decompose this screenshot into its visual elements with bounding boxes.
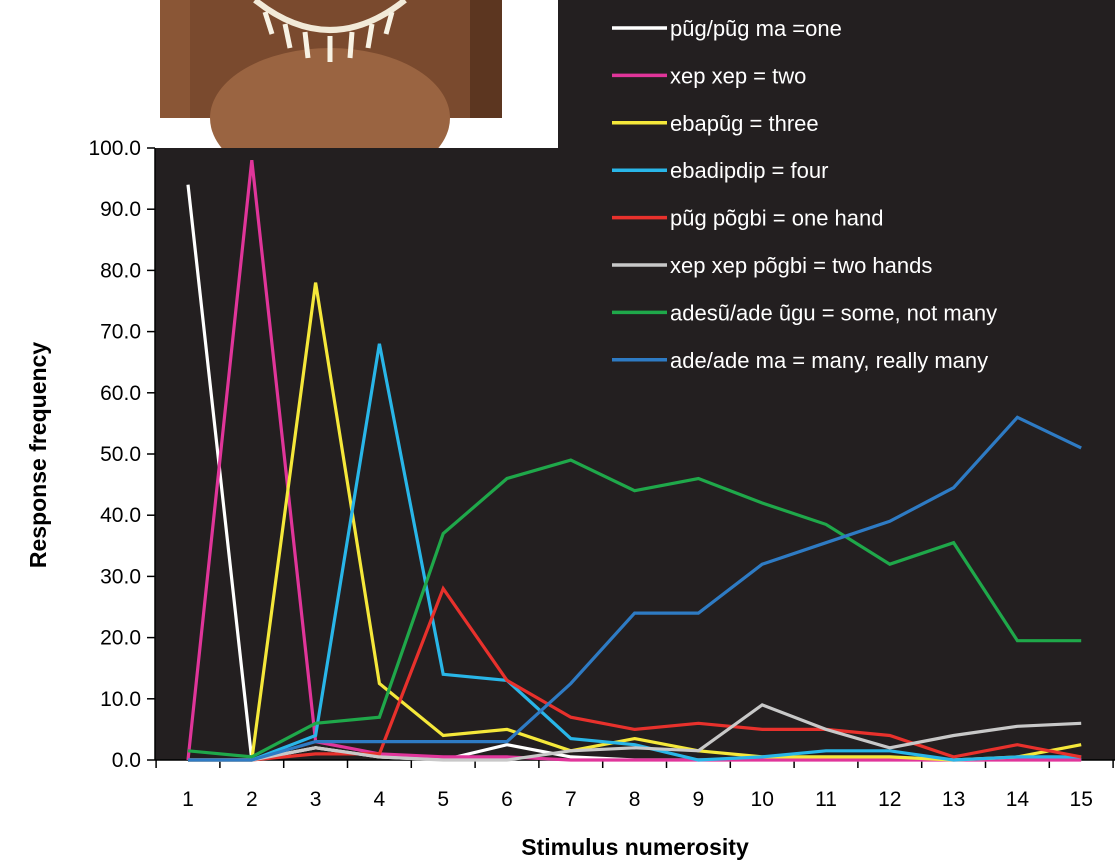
series-line-8 [188,415,1082,762]
x-tick-label: 12 [878,788,901,811]
x-tick-label: 13 [942,788,965,811]
legend: pũg/pũg ma =one xep xep = two ebapũg = thr… [558,0,1115,386]
x-tick-label: 1 [182,788,194,811]
x-tick-label: 2 [246,788,258,811]
x-tick-label: 11 [815,788,837,811]
legend-label: ebapũg = three [670,111,819,136]
series-lines [186,160,1082,762]
y-tick-label: 20.0 [100,627,141,650]
x-tick-label: 4 [374,788,386,811]
series-line-7 [187,458,1082,759]
series-line-6 [188,703,1082,762]
legend-label: adesũ/ade ũgu = some, not many [670,300,997,325]
necklace-icon [253,0,407,33]
y-tick-label: 10.0 [100,688,141,711]
legend-box [558,0,1115,386]
legend-label: xep xep põgbi = two hands [670,253,932,278]
legend-label: ebadipdip = four [670,158,828,183]
y-axis-title: Response frequency [25,342,51,568]
y-tick-label: 50.0 [100,443,141,466]
legend-label: pũg/pũg ma =one [670,16,842,41]
y-tick-label: 30.0 [100,565,141,588]
x-tick-label: 8 [629,788,641,811]
y-tick-label: 80.0 [100,259,141,282]
x-tick-label: 9 [693,788,705,811]
x-tick-label: 10 [751,788,774,811]
legend-label: pũg põgbi = one hand [670,206,883,231]
y-tick-label: 0.0 [112,749,141,772]
x-tick-label: 3 [310,788,322,811]
y-axis-ticks: 0.0 10.0 20.0 30.0 40.0 50.0 60.0 70.0 80.0 90.0 1… [88,137,155,772]
series-line-3 [188,282,1082,762]
series-line-5 [188,585,1082,762]
legend-label: xep xep = two [670,63,806,88]
x-tick-label: 15 [1070,788,1093,811]
y-tick-label: 60.0 [100,382,141,405]
x-tick-label: 14 [1006,788,1030,811]
y-tick-label: 90.0 [100,198,141,221]
x-axis-title: Stimulus numerosity [521,834,749,860]
legend-label: ade/ade ma = many, really many [670,348,988,373]
x-tick-label: 6 [501,788,513,811]
x-tick-label: 5 [437,788,449,811]
y-tick-label: 100.0 [88,137,141,160]
series-line-4 [188,343,1082,762]
x-axis-ticks: 1 2 3 4 5 6 7 8 9 10 11 12 13 14 15 [155,760,1114,811]
y-tick-label: 70.0 [100,321,141,344]
y-tick-label: 40.0 [100,504,141,527]
x-tick-label: 7 [565,788,577,811]
